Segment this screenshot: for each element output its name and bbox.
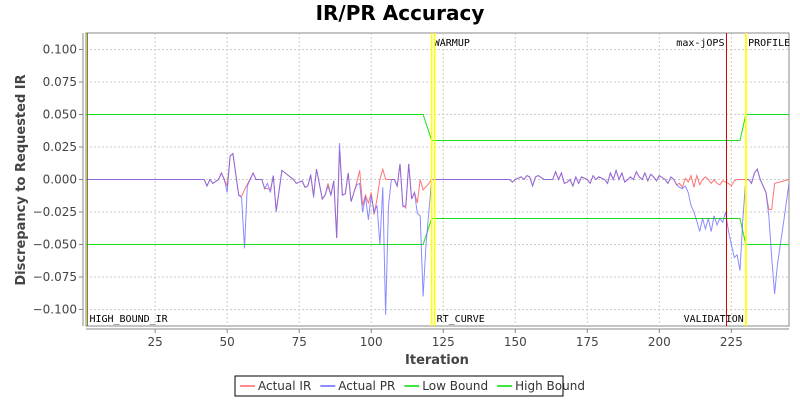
y-axis-label: Discrepancy to Requested IR — [14, 74, 29, 285]
y-ticks: 0.100 0.075 0.050 0.025 0.000 −0.025 −0.050 −0.… — [33, 43, 83, 316]
marker-label: VALIDATION — [684, 314, 744, 325]
x-axis-label: Iteration — [405, 353, 469, 368]
legend: Actual IR Actual PR Low Bound High Bound — [234, 375, 585, 397]
marker-label: HIGH_BOUND_IR — [89, 314, 168, 325]
series-layer — [86, 114, 790, 315]
x-tick-label: 25 — [148, 335, 163, 349]
x-tick-label: 75 — [292, 335, 307, 349]
marker-label: max-jOPS — [676, 38, 724, 49]
series-line-actual-pr — [86, 143, 790, 315]
y-tick-label: −0.075 — [33, 270, 77, 284]
marker-label: PROFILE — [748, 38, 790, 49]
x-tick-label: 125 — [432, 335, 455, 349]
series-line-high-bound — [86, 114, 789, 141]
x-ticks: 25 50 75 100 125 150 175 200 225 — [148, 329, 743, 349]
x-tick-label: 200 — [648, 335, 671, 349]
x-tick-label: 150 — [504, 335, 527, 349]
y-tick-label: −0.025 — [33, 205, 77, 219]
legend-label: Low Bound — [422, 379, 488, 393]
y-tick-label: −0.100 — [33, 302, 77, 316]
y-tick-label: 0.100 — [43, 43, 77, 57]
series-line-low-bound — [86, 218, 789, 245]
y-tick-label: 0.000 — [43, 173, 77, 187]
x-tick-label: 100 — [360, 335, 383, 349]
legend-label: High Bound — [515, 379, 585, 393]
x-tick-label: 50 — [220, 335, 235, 349]
legend-label: Actual IR — [258, 379, 311, 393]
x-tick-label: 225 — [720, 335, 743, 349]
y-tick-label: 0.075 — [43, 75, 77, 89]
y-tick-label: −0.050 — [33, 237, 77, 251]
marker-label: WARMUP — [434, 38, 470, 49]
chart-title: IR/PR Accuracy — [316, 1, 485, 25]
y-tick-label: 0.050 — [43, 108, 77, 122]
x-tick-label: 175 — [576, 335, 599, 349]
grid — [86, 33, 789, 326]
legend-label: Actual PR — [338, 379, 395, 393]
marker-label: RT_CURVE — [437, 314, 485, 325]
y-tick-label: 0.025 — [43, 140, 77, 154]
markers-layer: HIGH_BOUND_IR WARMUP RT_CURVE max-jOPS VALID… — [86, 33, 790, 326]
legend-box — [234, 375, 564, 397]
